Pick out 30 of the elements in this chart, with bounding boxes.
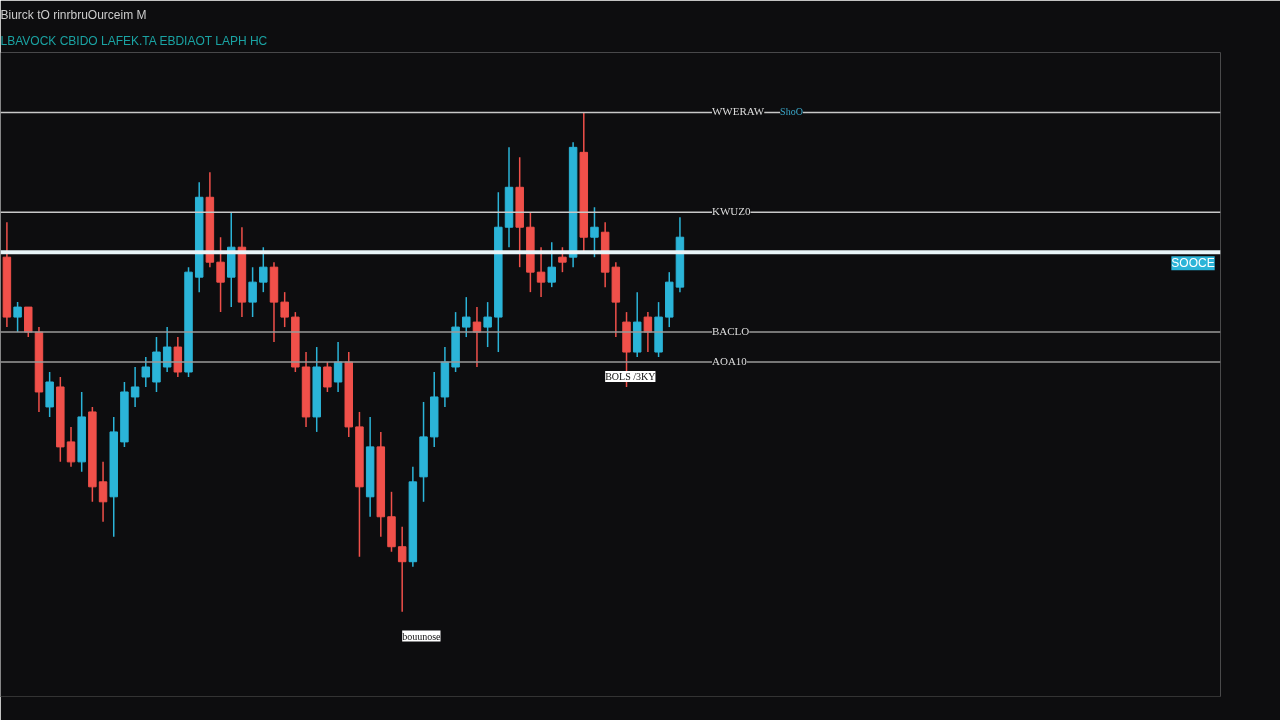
candlestick — [280, 291, 289, 328]
candlestick — [162, 326, 172, 373]
ref-line-label: SOOCE — [1171, 256, 1215, 271]
candlestick — [66, 426, 76, 468]
ref-line-label: BACLO — [711, 325, 750, 338]
candlestick — [590, 206, 599, 258]
candlestick — [141, 356, 151, 388]
annotation: BOLS /3KY — [605, 371, 656, 382]
chart-title: Biurck tO rinrbruOurceim M — [0, 7, 147, 22]
candlestick — [462, 296, 471, 338]
candlestick — [98, 461, 108, 523]
ref-line-label: KWUZ0 — [711, 205, 751, 218]
candlestick — [547, 241, 556, 288]
candlestick — [397, 526, 407, 613]
chart-subtitle: LBAVOCK CBIDO LAFEK.TA EBDIAOT LAPH HC — [0, 33, 268, 48]
candlestick — [536, 246, 546, 298]
candlestick — [130, 366, 140, 408]
ref-line-label: AOA10 — [711, 355, 748, 368]
text: bouunose — [402, 630, 442, 642]
candlestick — [216, 236, 225, 313]
candlestick — [643, 311, 653, 353]
candlestick — [13, 301, 22, 333]
candlestick — [259, 246, 268, 293]
candlestick — [248, 266, 257, 318]
candlestick — [323, 361, 332, 393]
ref-line-label: WWERAW — [711, 105, 765, 118]
candlestick — [483, 301, 492, 348]
candlestick — [333, 341, 343, 393]
candlestick — [558, 246, 567, 273]
annotation: ShoO — [780, 106, 803, 118]
